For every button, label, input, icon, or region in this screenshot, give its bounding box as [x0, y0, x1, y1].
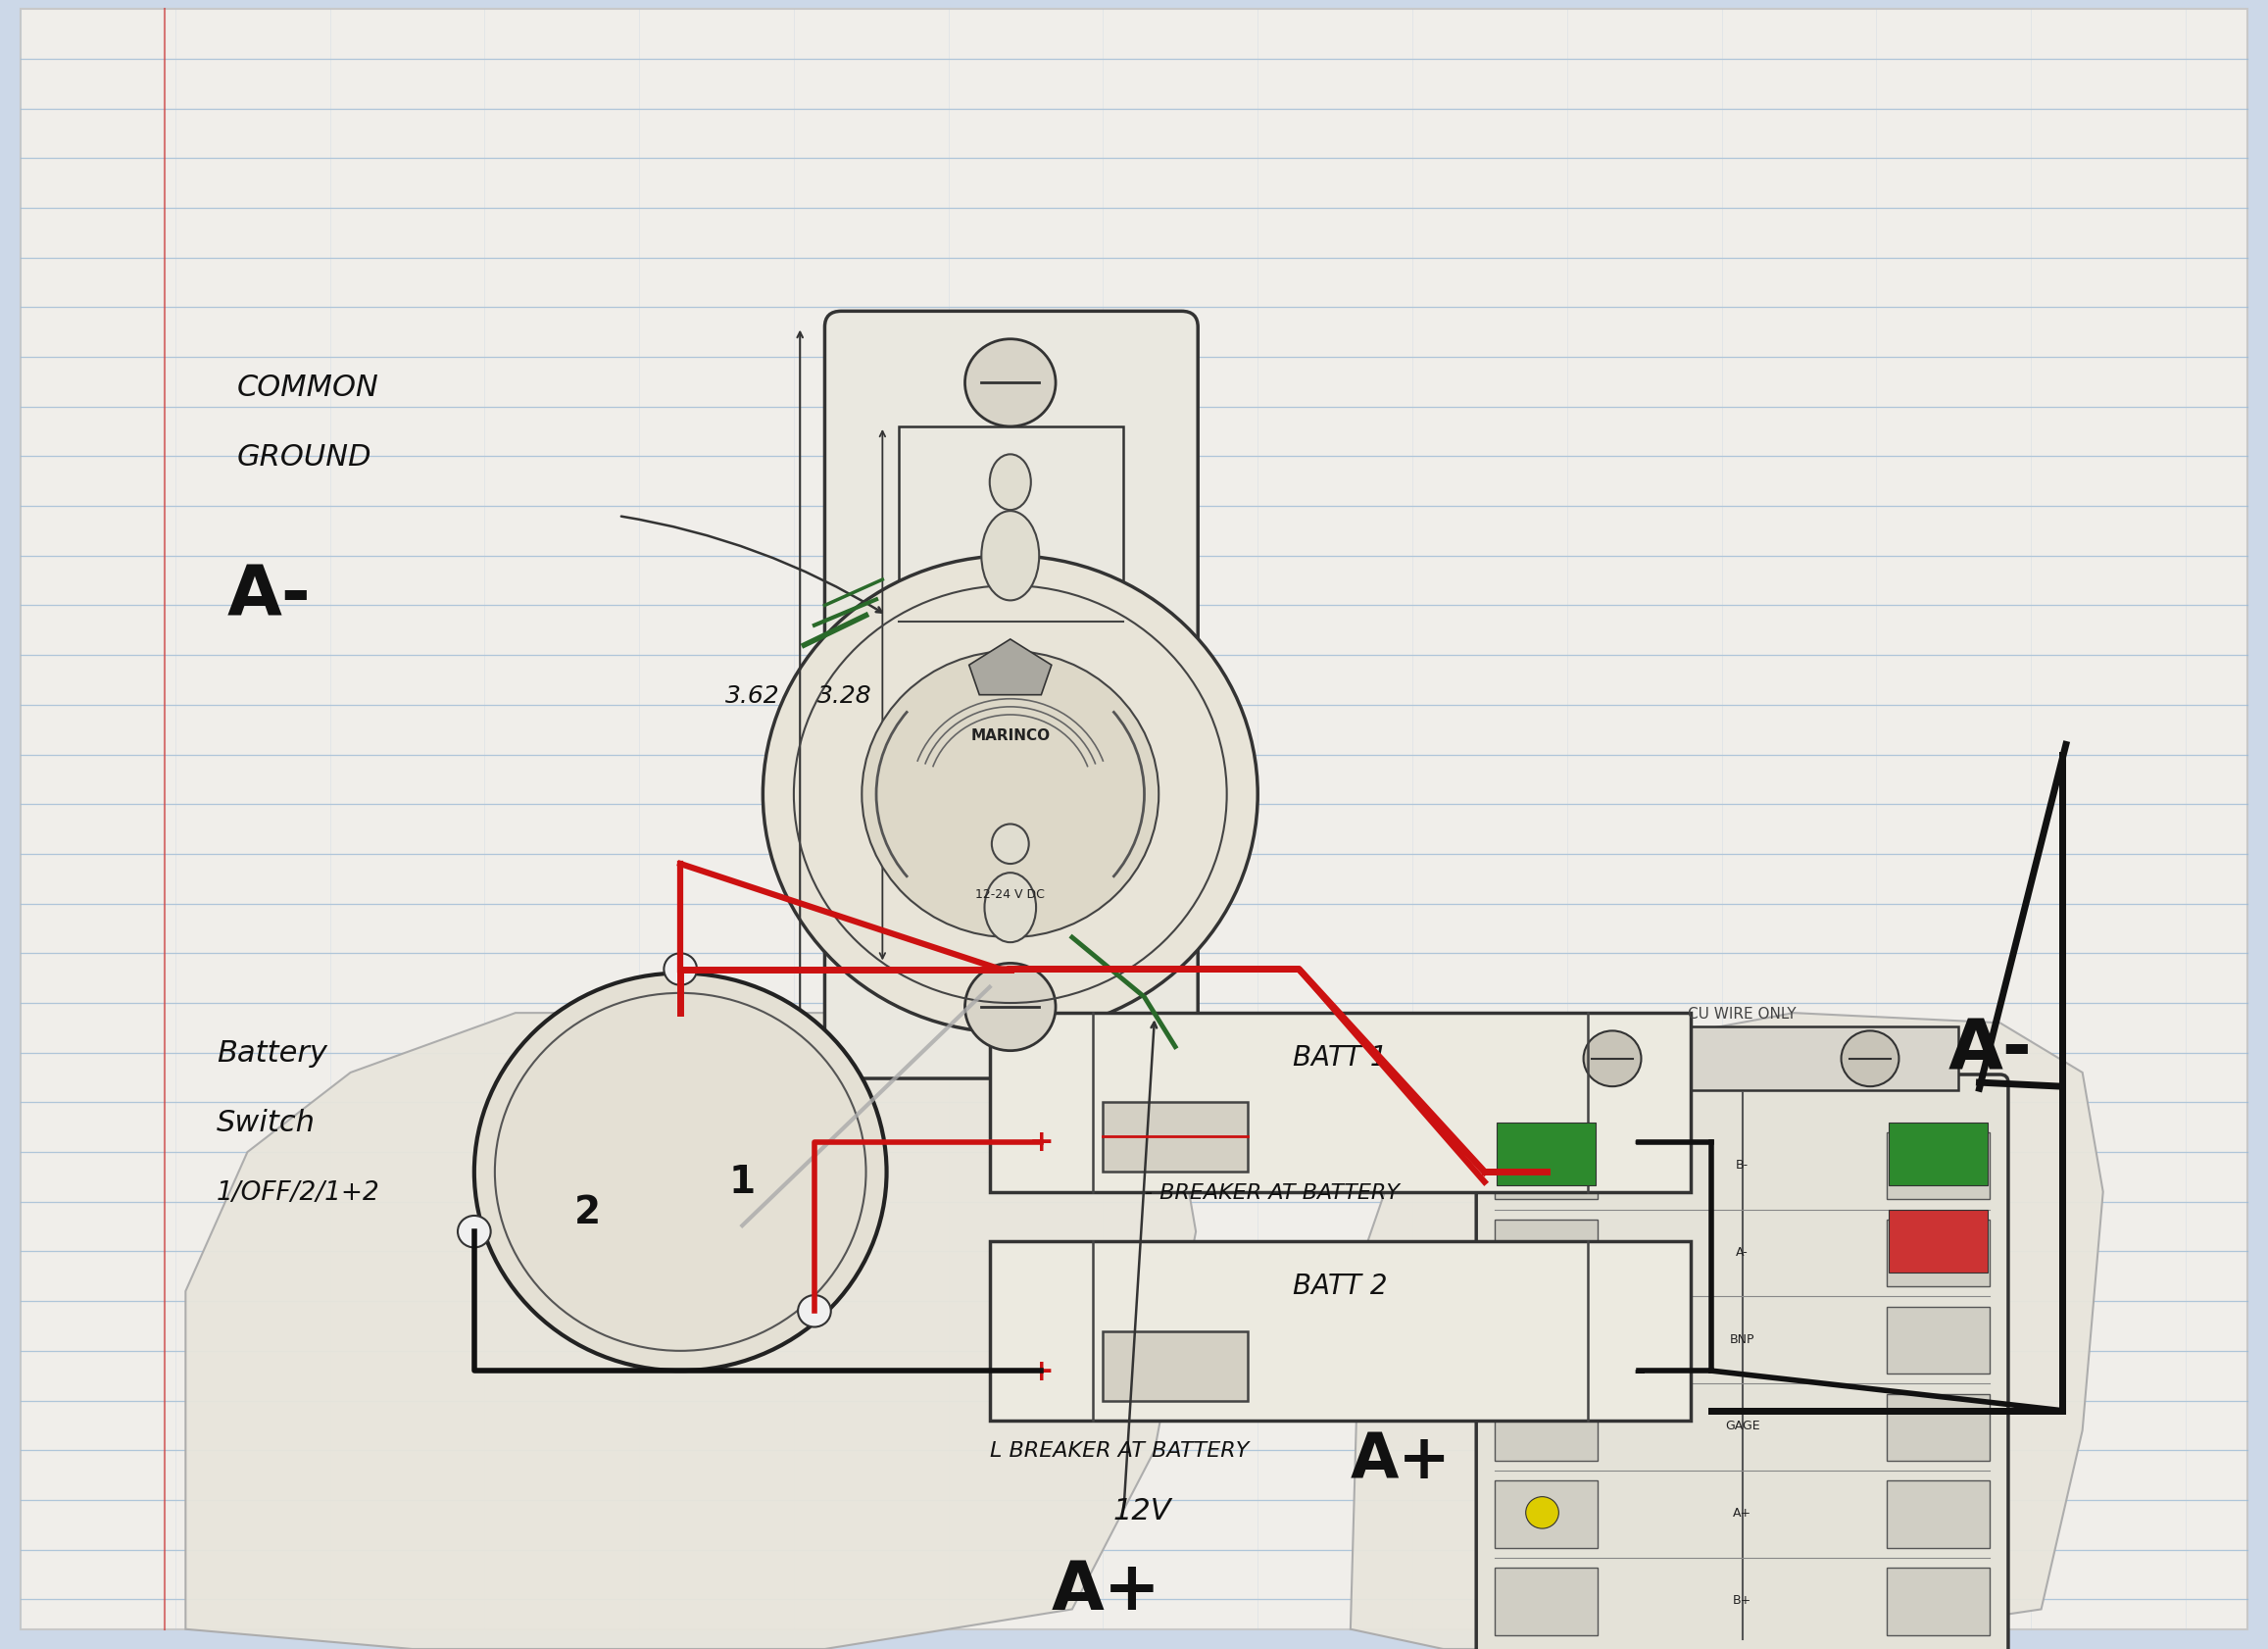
Bar — [1495, 1133, 1599, 1200]
Bar — [989, 1242, 1690, 1420]
Text: Battery: Battery — [215, 1039, 327, 1067]
Text: COMMON: COMMON — [238, 373, 379, 402]
Bar — [989, 1012, 1690, 1192]
Text: 1: 1 — [728, 1164, 755, 1200]
Text: A+: A+ — [1733, 1506, 1751, 1519]
Text: A-: A- — [1735, 1245, 1749, 1258]
Bar — [1497, 1123, 1597, 1186]
Circle shape — [474, 973, 887, 1370]
Polygon shape — [1349, 1012, 2102, 1649]
Circle shape — [1583, 1031, 1642, 1087]
Ellipse shape — [991, 824, 1030, 864]
Text: 2: 2 — [574, 1194, 601, 1230]
Bar — [1887, 1481, 1989, 1548]
Text: GROUND: GROUND — [238, 442, 372, 472]
Text: L BREAKER AT BATTERY: L BREAKER AT BATTERY — [989, 1441, 1250, 1459]
Bar — [1495, 1220, 1599, 1286]
Bar — [1889, 1123, 1987, 1186]
Circle shape — [798, 1296, 830, 1327]
Bar — [1495, 1481, 1599, 1548]
Text: BNP: BNP — [1730, 1332, 1755, 1346]
Circle shape — [964, 340, 1055, 427]
Bar — [1887, 1220, 1989, 1286]
Text: B+: B+ — [1733, 1593, 1751, 1606]
Circle shape — [964, 963, 1055, 1050]
Circle shape — [1526, 1497, 1558, 1529]
Polygon shape — [968, 640, 1052, 696]
Ellipse shape — [989, 455, 1032, 511]
Circle shape — [665, 953, 696, 986]
Bar — [1495, 1306, 1599, 1374]
Text: CU WIRE ONLY: CU WIRE ONLY — [1687, 1006, 1796, 1021]
Bar — [1887, 1568, 1989, 1636]
Text: A-: A- — [227, 562, 311, 630]
Text: -: - — [1633, 1357, 1644, 1385]
Circle shape — [1842, 1031, 1898, 1087]
Bar — [1887, 1393, 1989, 1461]
Text: 12V: 12V — [1114, 1496, 1173, 1524]
Circle shape — [458, 1215, 490, 1248]
Circle shape — [862, 651, 1159, 938]
Text: -: - — [1633, 1128, 1644, 1156]
Text: A-: A- — [1948, 1016, 2032, 1083]
Bar — [1102, 1103, 1247, 1172]
Polygon shape — [186, 1012, 1195, 1649]
Text: +: + — [1030, 1128, 1055, 1156]
Text: 3.62: 3.62 — [726, 684, 780, 707]
Bar — [1495, 1568, 1599, 1636]
Text: +: + — [1030, 1357, 1055, 1385]
Bar — [898, 427, 1123, 963]
Text: A+: A+ — [1349, 1430, 1452, 1491]
Text: Switch: Switch — [215, 1108, 315, 1136]
Bar — [1526, 1027, 1960, 1090]
Text: MARINCO: MARINCO — [971, 727, 1050, 742]
Ellipse shape — [984, 874, 1036, 943]
Text: 12-24 V DC: 12-24 V DC — [975, 887, 1046, 900]
Text: 3.28: 3.28 — [819, 684, 873, 707]
Text: BATT 2: BATT 2 — [1293, 1271, 1388, 1299]
FancyBboxPatch shape — [1476, 1075, 2007, 1649]
Bar — [1889, 1210, 1987, 1273]
FancyBboxPatch shape — [826, 312, 1198, 1078]
Bar — [1887, 1133, 1989, 1200]
Text: BATT 1: BATT 1 — [1293, 1044, 1388, 1070]
Bar — [1102, 1331, 1247, 1400]
Text: B-: B- — [1735, 1158, 1749, 1171]
Circle shape — [762, 556, 1259, 1034]
Bar — [1495, 1393, 1599, 1461]
Text: 1/OFF/2/1+2: 1/OFF/2/1+2 — [215, 1179, 381, 1205]
Ellipse shape — [982, 511, 1039, 600]
Text: - BREAKER AT BATTERY: - BREAKER AT BATTERY — [1145, 1182, 1399, 1202]
Bar — [1887, 1306, 1989, 1374]
Text: GAGE: GAGE — [1724, 1420, 1760, 1431]
Text: A+: A+ — [1052, 1557, 1161, 1623]
